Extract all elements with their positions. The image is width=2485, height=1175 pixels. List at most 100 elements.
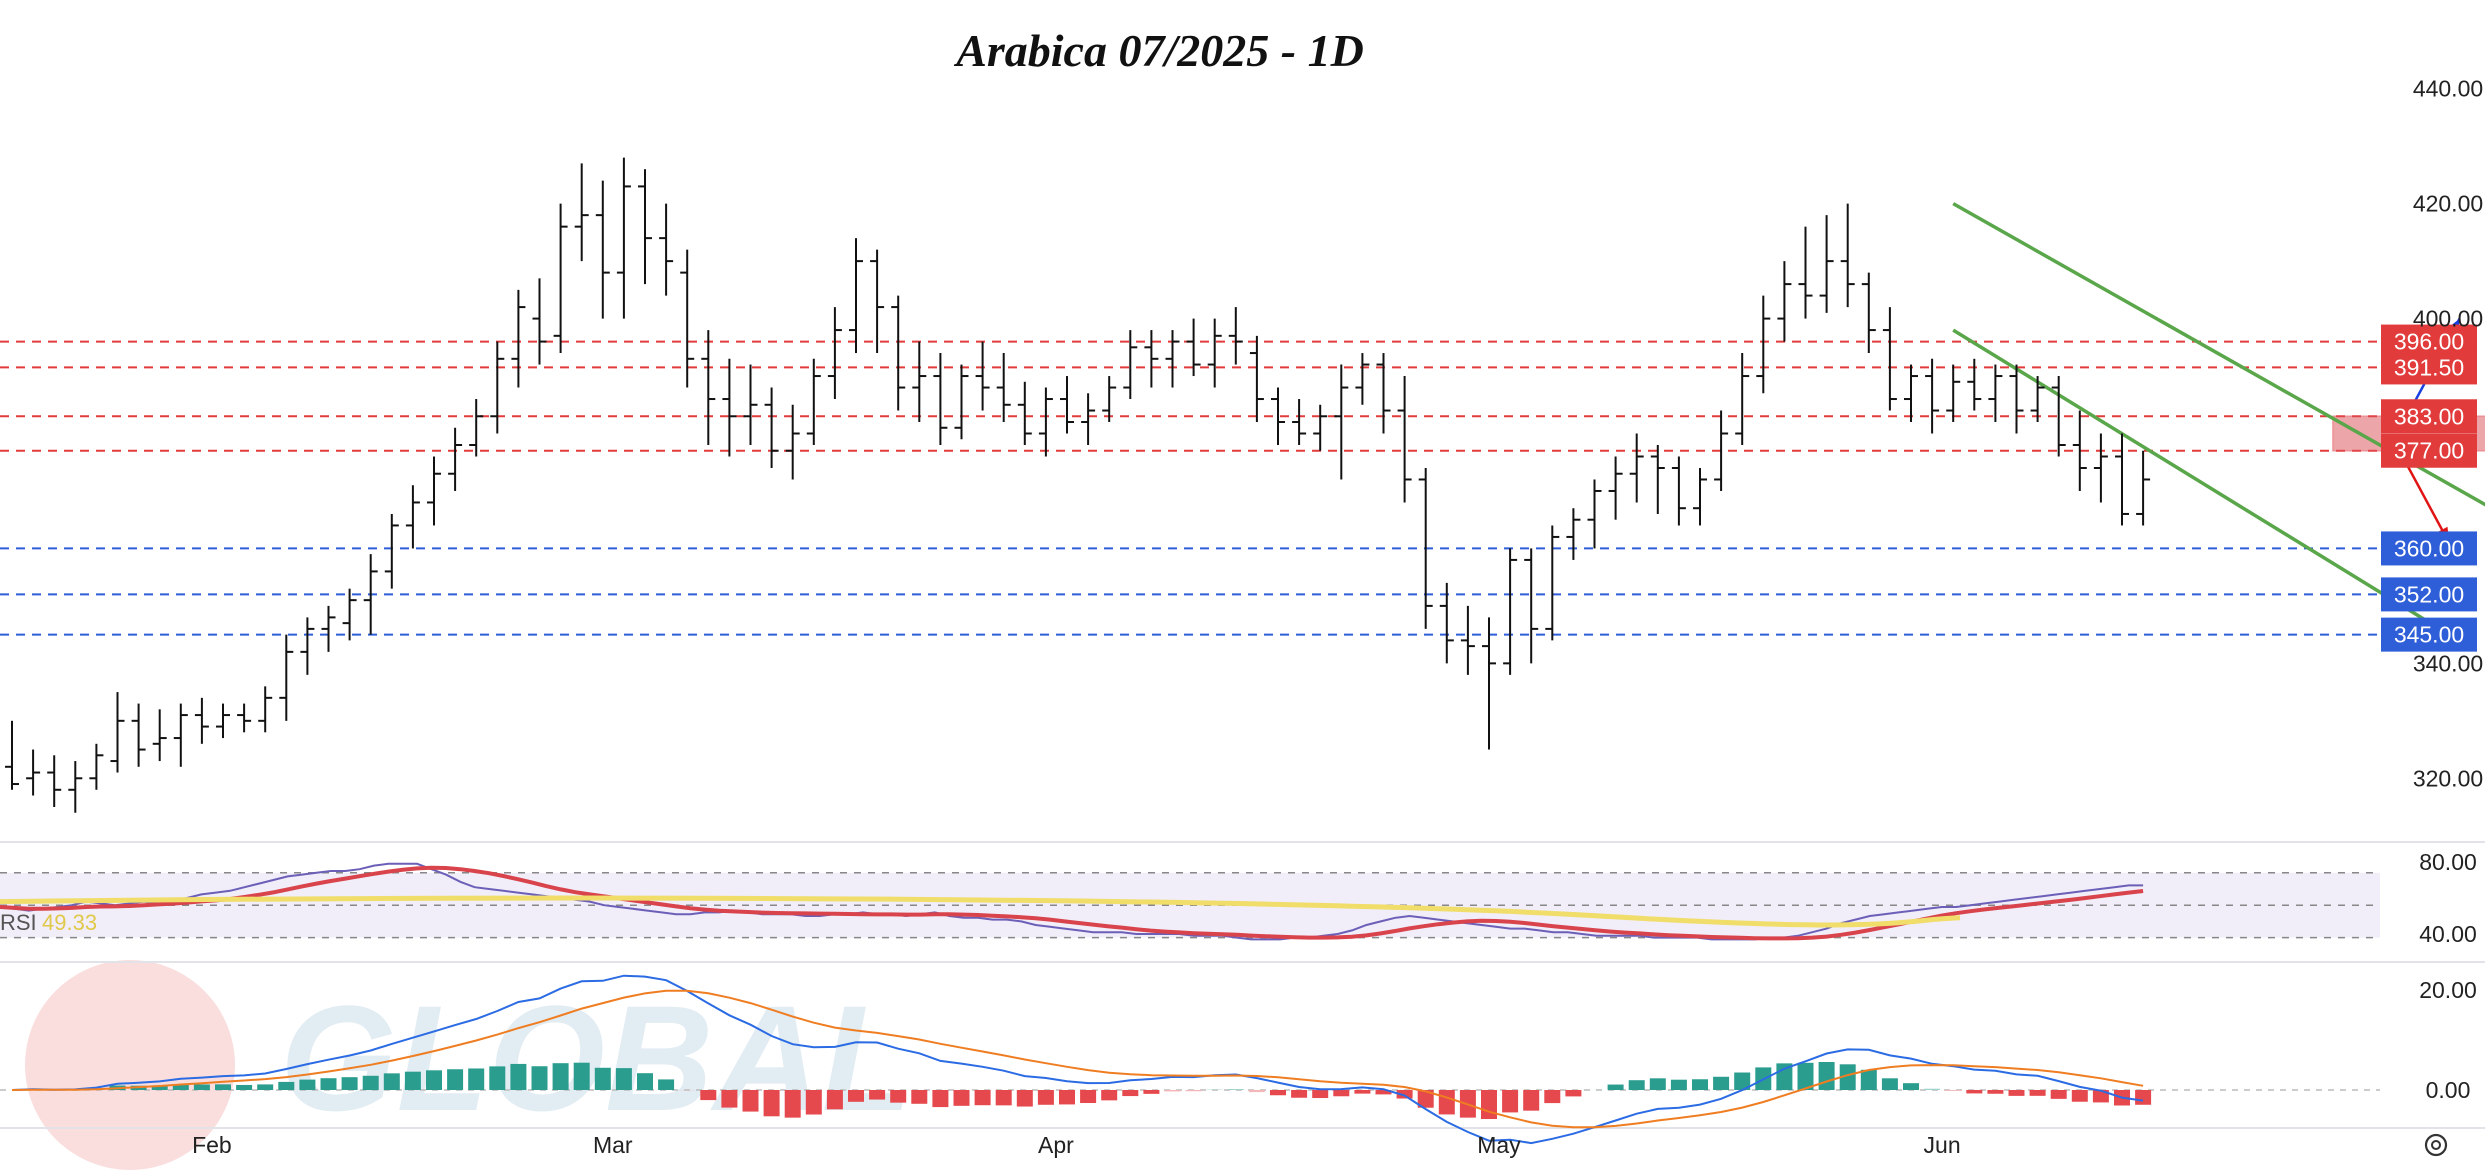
macd-histogram-bar [299, 1079, 316, 1090]
time-tick-label: Feb [192, 1132, 232, 1158]
macd-histogram-bar [1037, 1090, 1054, 1105]
ohlc-bar [1165, 330, 1180, 388]
macd-histogram-bar [320, 1078, 337, 1090]
ohlc-bar [1228, 307, 1243, 365]
ohlc-bar [1840, 203, 1855, 308]
ohlc-bar [975, 341, 990, 411]
ohlc-bar [1355, 353, 1370, 405]
ohlc-bar [2072, 410, 2087, 491]
macd-histogram-bar [1966, 1090, 1983, 1094]
macd-histogram-bar [1628, 1080, 1645, 1090]
ohlc-bar [216, 703, 230, 739]
ohlc-bar [1334, 364, 1349, 480]
settings-gear-icon[interactable] [2424, 1133, 2448, 1157]
ohlc-bar [152, 709, 167, 762]
resistance-level-tag [2381, 399, 2477, 434]
ohlc-bar [1946, 364, 1961, 423]
ohlc-bar [1587, 479, 1602, 549]
ohlc-bar [1418, 467, 1433, 629]
ohlc-bar [237, 703, 252, 733]
macd-histogram-bar [1502, 1090, 1519, 1113]
channel-lower-line [1952, 328, 2450, 637]
ohlc-bar [2030, 376, 2045, 423]
ohlc-bar [1545, 525, 1560, 641]
ohlc-bar [194, 697, 209, 744]
rsi-ma-line [0, 865, 2144, 941]
macd-panel: 20.00 0.00 [0, 974, 2477, 1145]
macd-histogram-bar [615, 1068, 632, 1090]
macd-tick-label: 0.00 [2426, 1077, 2471, 1103]
ohlc-bar [616, 157, 631, 319]
macd-histogram-bar [1924, 1088, 1941, 1090]
ohlc-bar [849, 238, 863, 354]
time-tick-label: May [1477, 1132, 1521, 1158]
macd-histogram-bar [995, 1090, 1012, 1106]
support-level-label: 360.00 [2394, 535, 2464, 561]
ohlc-bar [511, 289, 526, 388]
resistance-level-label: 396.00 [2394, 329, 2464, 355]
macd-histogram-bar [172, 1084, 189, 1090]
ohlc-bar [680, 249, 695, 388]
ohlc-bar [638, 169, 652, 285]
ohlc-bar [659, 203, 674, 296]
ohlc-bar [1292, 399, 1307, 445]
ohlc-bar [1397, 376, 1412, 503]
ohlc-bar [300, 617, 315, 675]
macd-histogram-bar [974, 1090, 991, 1106]
macd-histogram-bar [1818, 1061, 1835, 1090]
ohlc-bar [1017, 381, 1032, 445]
ohlc-bar [870, 249, 885, 354]
macd-histogram-bar [869, 1090, 886, 1100]
macd-histogram-bar [1881, 1078, 1898, 1090]
ohlc-bar [1503, 548, 1518, 675]
ohlc-bar [1735, 353, 1750, 445]
ohlc-bar [47, 755, 62, 808]
chart-title: Arabica 07/2025 - 1D [953, 25, 1364, 76]
ohlc-bar [827, 307, 842, 400]
ohlc-bar [1925, 358, 1940, 434]
macd-histogram-bar [426, 1070, 442, 1090]
ohlc-bar [68, 761, 83, 813]
macd-histogram-bar [911, 1090, 928, 1104]
ohlc-bar [806, 358, 821, 445]
ohlc-bar [1144, 330, 1159, 388]
macd-histogram-bar [1734, 1072, 1751, 1090]
macd-histogram-bar [2008, 1090, 2025, 1096]
ohlc-bar [785, 404, 800, 480]
macd-histogram-bar [1016, 1090, 1033, 1107]
macd-histogram-bar [1713, 1076, 1730, 1090]
macd-histogram-bar [953, 1090, 970, 1106]
ohlc-bar [764, 387, 779, 468]
ohlc-bar [1608, 456, 1623, 520]
ohlc-bar [321, 605, 336, 652]
macd-histogram-bar [742, 1090, 759, 1112]
ohlc-bar [384, 513, 399, 589]
ohlc-bar [2009, 364, 2024, 434]
ohlc-bar [1819, 215, 1834, 313]
macd-histogram-bar [193, 1084, 210, 1090]
ohlc-bar [1777, 261, 1792, 342]
macd-histogram-bar [1797, 1062, 1814, 1090]
ohlc-bar [1102, 376, 1117, 423]
macd-histogram-bar [594, 1067, 611, 1090]
ohlc-bar [279, 634, 294, 721]
macd-histogram-bar [658, 1079, 675, 1090]
macd-histogram-bar [1333, 1090, 1350, 1097]
macd-histogram-bar [362, 1075, 379, 1090]
ohlc-bar [405, 485, 420, 549]
support-level-tag [2381, 577, 2477, 612]
resistance-level-label: 391.50 [2394, 354, 2464, 380]
macd-histogram-bar [1945, 1090, 1962, 1091]
support-level-label: 345.00 [2394, 622, 2464, 648]
macd-histogram-bar [1481, 1090, 1497, 1120]
macd-histogram-bar [848, 1090, 864, 1102]
macd-histogram-bar [1227, 1089, 1244, 1090]
ohlc-bar [1904, 364, 1918, 423]
resistance-level-tag [2381, 433, 2477, 468]
macd-histogram-bar [510, 1063, 527, 1090]
rsi-label: RSI [0, 910, 37, 935]
ohlc-bar [1186, 318, 1201, 377]
macd-histogram-bar [215, 1084, 231, 1090]
watermark: GLOBAL [25, 960, 913, 1170]
rsi-tick-label: 80.00 [2419, 849, 2477, 875]
